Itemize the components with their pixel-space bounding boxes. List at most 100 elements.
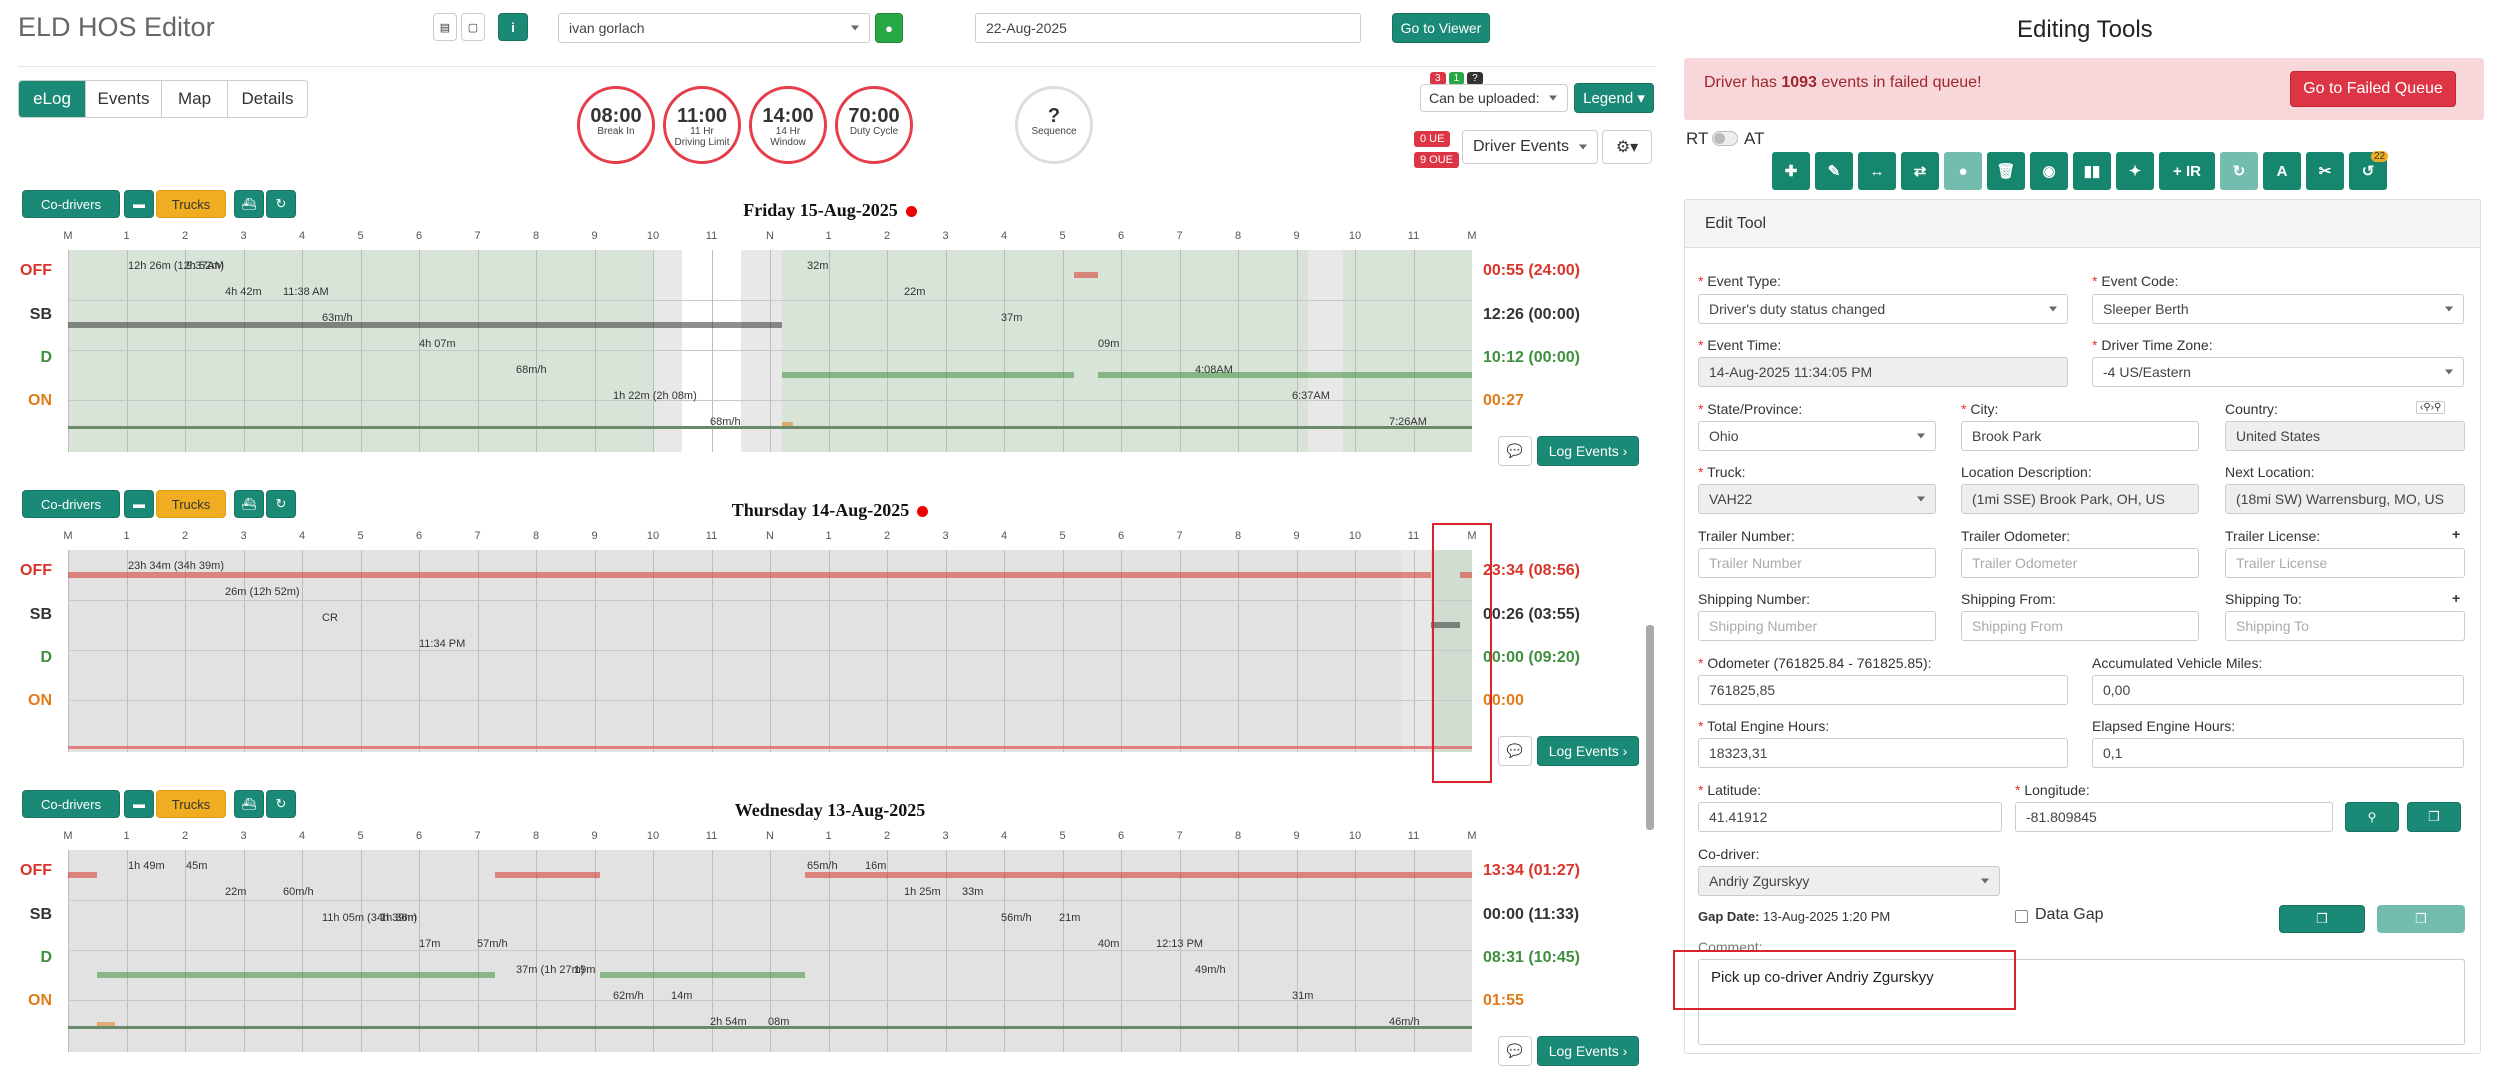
- event-code-select[interactable]: Sleeper Berth: [2092, 294, 2464, 324]
- co-drivers-button[interactable]: Co-drivers: [22, 790, 120, 818]
- edit-icon-button[interactable]: ✎: [1815, 152, 1853, 190]
- legend-button[interactable]: Legend ▾: [1574, 83, 1654, 113]
- comment-icon-button[interactable]: 💬: [1498, 436, 1532, 466]
- event-type-select[interactable]: Driver's duty status changed: [1698, 294, 2068, 324]
- data-gap-label: Data Gap: [2035, 906, 2104, 923]
- rt-at-toggle[interactable]: [1712, 131, 1738, 146]
- driver-events-select[interactable]: Driver Events: [1462, 130, 1598, 164]
- engine-hours-input[interactable]: 18323,31: [1698, 738, 2068, 768]
- accumulated-miles-input[interactable]: 0,00: [2092, 675, 2464, 705]
- comment-textarea[interactable]: [1698, 959, 2465, 1045]
- refresh-icon-button[interactable]: ↻: [2220, 152, 2258, 190]
- tab-details[interactable]: Details: [227, 81, 307, 117]
- truck-select[interactable]: VAH22: [1698, 484, 1936, 514]
- trailer-number-input[interactable]: Trailer Number: [1698, 548, 1936, 578]
- latitude-input[interactable]: 41.41912: [1698, 802, 2002, 832]
- magic-wand-icon-button[interactable]: ✦: [2116, 152, 2154, 190]
- driver-select[interactable]: ivan gorlach: [558, 13, 870, 43]
- copy-location-button[interactable]: ❐: [2407, 802, 2461, 832]
- hour-gridline: [126, 850, 128, 1052]
- boat-icon-button[interactable]: ⛴: [234, 790, 264, 818]
- city-input[interactable]: Brook Park: [1961, 421, 2199, 451]
- boat-icon-button[interactable]: ⛴: [234, 490, 264, 518]
- comment-icon-button[interactable]: 💬: [1498, 736, 1532, 766]
- hour-tick-label: 2: [181, 530, 189, 542]
- user-icon-button-tool[interactable]: ●: [1944, 152, 1982, 190]
- shipping-to-input[interactable]: Shipping To: [2225, 611, 2465, 641]
- note-icon-button[interactable]: ▢: [461, 13, 485, 41]
- trucks-button[interactable]: Trucks: [156, 190, 226, 218]
- country-input[interactable]: United States: [2225, 421, 2465, 451]
- next-location-input[interactable]: (18mi SW) Warrensburg, MO, US: [2225, 484, 2465, 514]
- comment-icon-button[interactable]: 💬: [1498, 1036, 1532, 1066]
- date-input[interactable]: 22-Aug-2025: [975, 13, 1361, 43]
- refresh-icon-button[interactable]: ↻: [266, 190, 296, 218]
- user-icon-button[interactable]: ●: [875, 13, 903, 43]
- truck-icon-button[interactable]: ▬: [124, 790, 154, 818]
- add-shipping-icon[interactable]: +: [2452, 590, 2461, 606]
- elapsed-hours-label: Elapsed Engine Hours:: [2092, 718, 2236, 734]
- status-total: 13:34 (01:27): [1483, 862, 1580, 879]
- log-events-button[interactable]: Log Events ›: [1537, 736, 1639, 766]
- tab-elog[interactable]: eLog: [19, 81, 85, 117]
- odometer-input[interactable]: 761825,85: [1698, 675, 2068, 705]
- status-row-label: OFF: [20, 862, 52, 879]
- time-zone-select[interactable]: -4 US/Eastern: [2092, 357, 2464, 387]
- swap-icon-button[interactable]: ⇄: [1901, 152, 1939, 190]
- settings-gear-button[interactable]: ⚙▾: [1602, 130, 1652, 164]
- elapsed-hours-input[interactable]: 0,1: [2092, 738, 2464, 768]
- log-events-button[interactable]: Log Events ›: [1537, 1036, 1639, 1066]
- location-description-input[interactable]: (1mi SSE) Brook Park, OH, US: [1961, 484, 2199, 514]
- refresh-icon-button[interactable]: ↻: [266, 790, 296, 818]
- comment-highlight: [1673, 950, 2016, 1010]
- go-to-viewer-button[interactable]: Go to Viewer: [1392, 13, 1490, 43]
- location-pin-icons[interactable]: ‹⚲›⚲: [2416, 401, 2446, 414]
- copy-gap-button[interactable]: ❐: [2279, 905, 2365, 933]
- text-format-icon-button[interactable]: A: [2263, 152, 2301, 190]
- paste-gap-button[interactable]: ❐: [2377, 905, 2465, 933]
- tab-map[interactable]: Map: [161, 81, 227, 117]
- scissors-icon-button[interactable]: ✂: [2306, 152, 2344, 190]
- add-ir-button[interactable]: + IR: [2159, 152, 2215, 190]
- co-drivers-button[interactable]: Co-drivers: [22, 490, 120, 518]
- longitude-input[interactable]: -81.809845: [2015, 802, 2333, 832]
- document-icon-button[interactable]: ▤: [433, 13, 457, 41]
- upload-status-select[interactable]: Can be uploaded:: [1420, 84, 1568, 112]
- boat-icon-button[interactable]: ⛴: [234, 190, 264, 218]
- state-select[interactable]: Ohio: [1698, 421, 1936, 451]
- codriver-select[interactable]: Andriy Zgurskyy: [1698, 866, 2000, 896]
- columns-icon-button[interactable]: ▮▮: [2073, 152, 2111, 190]
- users-icon-button[interactable]: ◉: [2030, 152, 2068, 190]
- day-title-text: Friday 15-Aug-2025: [743, 200, 898, 220]
- shipping-number-input[interactable]: Shipping Number: [1698, 611, 1936, 641]
- go-to-failed-queue-button[interactable]: Go to Failed Queue: [2290, 71, 2456, 107]
- row-gridline: [68, 950, 1472, 951]
- hour-tick-label: M: [63, 530, 73, 542]
- co-drivers-button[interactable]: Co-drivers: [22, 190, 120, 218]
- trucks-button[interactable]: Trucks: [156, 790, 226, 818]
- hour-tick-label: 11: [705, 830, 718, 842]
- refresh-icon-button[interactable]: ↻: [266, 490, 296, 518]
- stretch-icon-button[interactable]: ↔: [1858, 152, 1896, 190]
- tab-events[interactable]: Events: [85, 81, 161, 117]
- row-gridline: [68, 900, 1472, 901]
- trucks-button[interactable]: Trucks: [156, 490, 226, 518]
- info-icon-button[interactable]: i: [498, 13, 528, 41]
- log-events-button[interactable]: Log Events ›: [1537, 436, 1639, 466]
- shipping-from-input[interactable]: Shipping From: [1961, 611, 2199, 641]
- trailer-odometer-input[interactable]: Trailer Odometer: [1961, 548, 2199, 578]
- truck-icon-button[interactable]: ▬: [124, 490, 154, 518]
- hour-tick-label: M: [63, 230, 73, 242]
- main-scrollbar[interactable]: [1646, 625, 1654, 830]
- trailer-license-input[interactable]: Trailer License: [2225, 548, 2465, 578]
- add-trailer-icon[interactable]: +: [2452, 526, 2461, 542]
- trash-icon-button[interactable]: 🗑: [1987, 152, 2025, 190]
- driving-limit-clock: 11:00 11 Hr Driving Limit: [663, 86, 741, 164]
- data-gap-checkbox[interactable]: [2015, 910, 2028, 923]
- event-time-input[interactable]: 14-Aug-2025 11:34:05 PM: [1698, 357, 2068, 387]
- latitude-label: * Latitude:: [1698, 782, 1762, 798]
- map-pin-button[interactable]: ⚲: [2345, 802, 2399, 832]
- add-icon-button[interactable]: ✚: [1772, 152, 1810, 190]
- truck-icon-button[interactable]: ▬: [124, 190, 154, 218]
- edit-tool-title: Edit Tool: [1705, 215, 1767, 232]
